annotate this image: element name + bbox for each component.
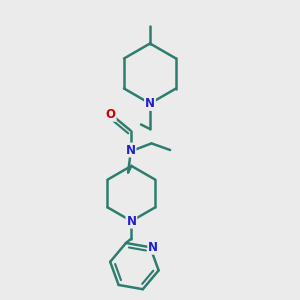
Text: O: O [106,108,116,121]
Text: N: N [126,214,136,228]
Text: N: N [145,97,155,110]
Text: N: N [125,143,136,157]
Text: N: N [148,241,158,254]
